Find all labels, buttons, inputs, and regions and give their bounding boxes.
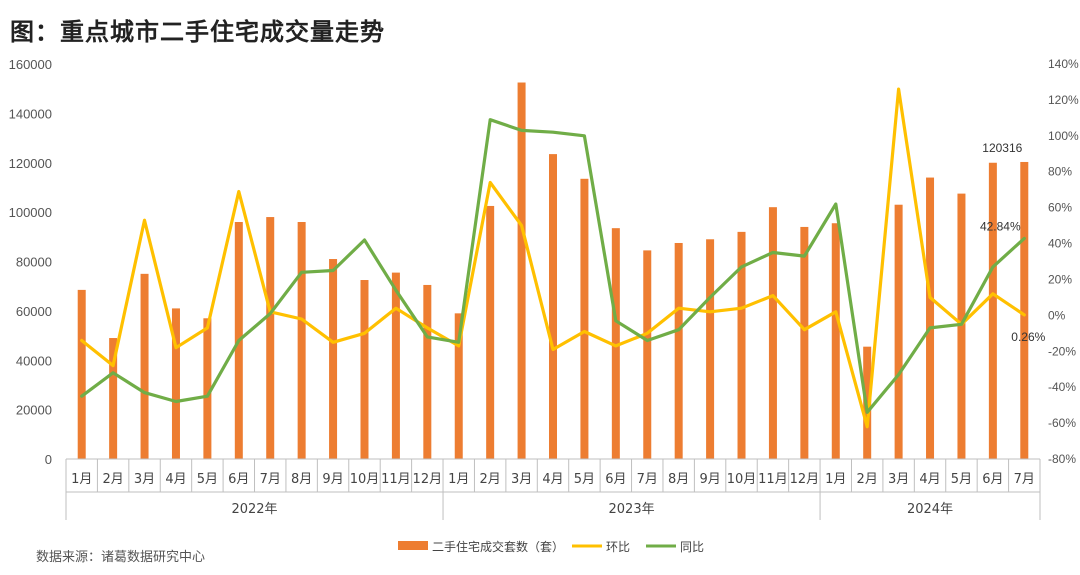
x-tick-label: 8月 <box>291 472 312 487</box>
bar <box>140 273 149 459</box>
bar <box>77 289 86 459</box>
y-right-tick-label: 60% <box>1048 201 1072 215</box>
y-right-tick-label: 40% <box>1048 237 1072 251</box>
y-left-tick-label: 20000 <box>16 403 52 418</box>
bar <box>674 242 683 459</box>
x-tick-label: 7月 <box>1014 472 1035 487</box>
x-tick-label: 7月 <box>637 472 658 487</box>
bar <box>800 226 809 459</box>
data-label-yoy-last: 42.84% <box>980 219 1021 233</box>
x-tick-label: 8月 <box>668 472 689 487</box>
source-note: 数据来源：诸葛数据研究中心 <box>36 550 206 565</box>
x-tick-label: 4月 <box>165 472 186 487</box>
x-tick-label: 1月 <box>448 472 469 487</box>
x-tick-label: 7月 <box>260 472 281 487</box>
x-tick-label: 12月 <box>790 472 820 487</box>
x-tick-label: 6月 <box>228 472 249 487</box>
bar <box>643 250 652 459</box>
x-tick-label: 11月 <box>381 472 411 487</box>
x-tick-label: 10月 <box>350 472 380 487</box>
x-tick-label: 6月 <box>982 472 1003 487</box>
x-tick-label: 5月 <box>574 472 595 487</box>
bar <box>580 178 589 459</box>
bar <box>329 259 338 459</box>
bar <box>360 280 369 459</box>
bar <box>737 231 746 459</box>
x-tick-label: 2月 <box>857 472 878 487</box>
y-left-tick-label: 160000 <box>9 57 52 72</box>
y-right-tick-label: -40% <box>1048 380 1076 394</box>
bar <box>454 313 463 459</box>
chart-title: 图：重点城市二手住宅成交量走势 <box>10 18 385 46</box>
y-right-tick-label: 100% <box>1048 129 1079 143</box>
bar <box>486 205 495 459</box>
series-line-mom <box>80 87 1026 429</box>
x-tick-label: 9月 <box>322 472 343 487</box>
x-tick-label: 2月 <box>102 472 123 487</box>
bar <box>831 223 840 459</box>
x-tick-label: 2月 <box>480 472 501 487</box>
bar <box>894 204 903 459</box>
y-right-tick-label: -60% <box>1048 416 1076 430</box>
bar <box>423 284 432 459</box>
bar <box>517 82 526 459</box>
x-tick-label: 9月 <box>699 472 720 487</box>
y-left-tick-label: 140000 <box>9 106 52 121</box>
bar <box>297 222 306 459</box>
bar <box>171 308 180 459</box>
y-left-tick-label: 40000 <box>16 353 52 368</box>
bar <box>391 272 400 459</box>
y-right-tick-label: 0% <box>1048 308 1066 322</box>
data-label-bar-last: 120316 <box>982 141 1022 155</box>
bar <box>706 239 715 459</box>
bar <box>1020 161 1029 459</box>
legend-label: 同比 <box>680 540 704 554</box>
x-tick-label: 11月 <box>758 472 788 487</box>
x-tick-label: 5月 <box>951 472 972 487</box>
y-right-tick-label: 20% <box>1048 272 1072 286</box>
x-tick-label: 10月 <box>727 472 757 487</box>
y-left-tick-label: 100000 <box>9 205 52 220</box>
bar <box>926 177 935 459</box>
bar <box>109 338 118 459</box>
x-year-label: 2024年 <box>907 502 953 517</box>
bar <box>988 162 997 459</box>
data-label-mom-last: 0.26% <box>1011 330 1045 344</box>
x-tick-label: 1月 <box>825 472 846 487</box>
y-right-tick-label: 80% <box>1048 165 1072 179</box>
x-tick-label: 4月 <box>542 472 563 487</box>
bar <box>549 154 557 459</box>
bar <box>203 318 212 459</box>
x-year-label: 2022年 <box>231 502 277 517</box>
y-left-tick-label: 60000 <box>16 304 52 319</box>
x-tick-label: 6月 <box>605 472 626 487</box>
y-right-tick-label: -80% <box>1048 452 1076 466</box>
y-right-tick-label: -20% <box>1048 344 1076 358</box>
x-year-label: 2023年 <box>609 502 655 517</box>
x-tick-label: 1月 <box>71 472 92 487</box>
x-tick-label: 5月 <box>197 472 218 487</box>
legend-label: 二手住宅成交套数（套） <box>432 539 564 554</box>
y-right-tick-label: 120% <box>1048 93 1079 107</box>
y-left-tick-label: 80000 <box>16 255 52 270</box>
series-line-yoy <box>80 118 1026 414</box>
x-tick-label: 4月 <box>919 472 940 487</box>
bar <box>611 228 620 459</box>
legend-label: 环比 <box>606 540 630 554</box>
bar <box>768 207 777 459</box>
bar <box>957 193 966 459</box>
y-right-tick-label: 140% <box>1048 57 1079 71</box>
bar <box>266 217 275 459</box>
x-tick-label: 3月 <box>888 472 909 487</box>
x-tick-label: 3月 <box>511 472 532 487</box>
y-left-tick-label: 120000 <box>9 156 52 171</box>
x-tick-label: 12月 <box>413 472 443 487</box>
x-tick-label: 3月 <box>134 472 155 487</box>
legend-swatch-bar <box>398 541 428 550</box>
y-left-tick-label: 0 <box>45 452 52 467</box>
